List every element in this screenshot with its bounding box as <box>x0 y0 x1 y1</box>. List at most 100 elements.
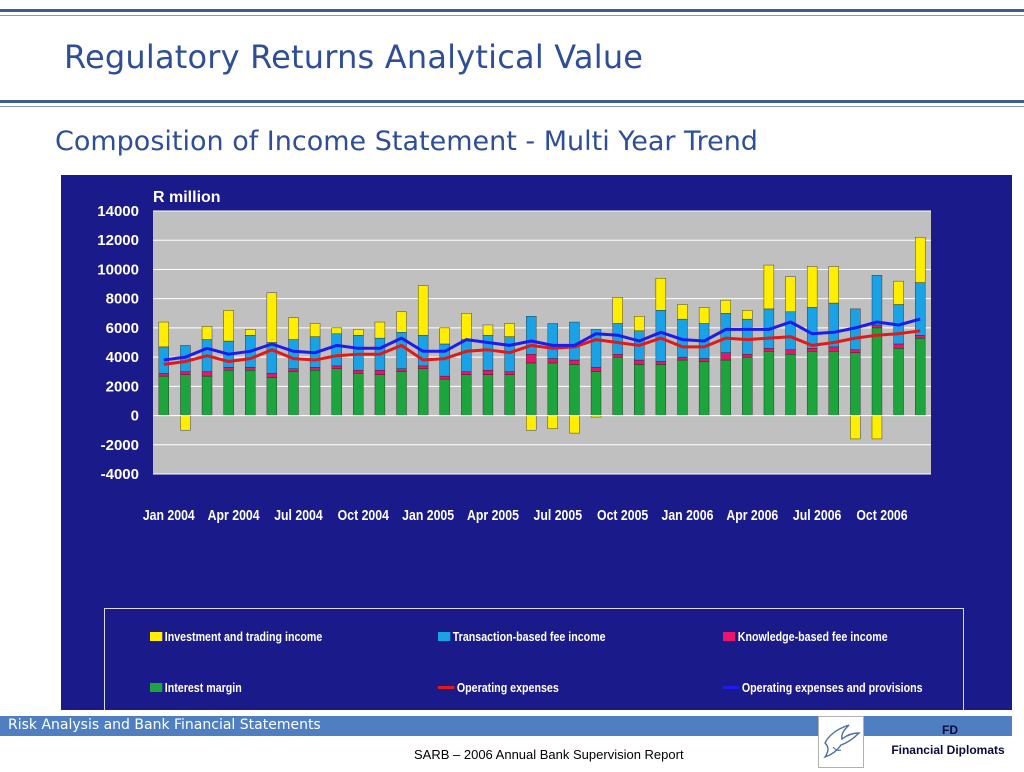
legend-label-knowledge: Knowledge-based fee income <box>737 629 888 644</box>
bar-segment <box>482 374 494 416</box>
bar-segment <box>396 368 407 372</box>
bar-segment <box>201 371 213 377</box>
legend-label-interest: Interest margin <box>164 680 242 695</box>
bar-segment <box>504 371 515 375</box>
bar-segment <box>439 375 450 380</box>
bar-segment <box>785 353 796 416</box>
legend-label-investment: Investment and trading income <box>164 629 323 644</box>
slide-subtitle: Composition of Income Statement - Multi … <box>55 126 758 157</box>
legend-label-transaction: Transaction-based fee income <box>452 629 606 644</box>
title-rule-1 <box>0 100 1024 103</box>
x-tick-label: Oct 2006 <box>856 507 908 523</box>
bar-segment <box>655 361 667 365</box>
bar-segment <box>417 365 429 369</box>
bar-segment <box>785 311 796 351</box>
title-rule-2 <box>0 106 1024 107</box>
y-tick-label: 8000 <box>106 291 139 308</box>
legend-swatch-knowledge <box>723 632 736 641</box>
bar-segment <box>677 356 688 361</box>
bar-segment <box>482 370 494 375</box>
bar-segment <box>374 370 386 375</box>
bar-segment <box>439 327 450 345</box>
source-citation: SARB – 2006 Annual Bank Supervision Repo… <box>414 747 684 762</box>
bar-segment <box>806 348 818 352</box>
legend-interest-margin: Interest margin <box>150 680 242 695</box>
bar-segment <box>180 371 191 375</box>
bar-segment <box>612 353 623 358</box>
bar-segment <box>288 317 299 340</box>
bar-segment <box>482 324 494 336</box>
legend-label-opex-provisions: Operating expenses and provisions <box>741 680 923 695</box>
bar-segment <box>763 348 775 352</box>
bar-segment <box>698 307 710 324</box>
bar-segment <box>526 362 537 416</box>
footer-bar: Risk Analysis and Bank Financial Stateme… <box>0 716 1012 736</box>
y-tick-label: 2000 <box>106 378 139 395</box>
bar-segment <box>245 370 256 416</box>
bar-segment <box>612 356 623 416</box>
y-unit-label: R million <box>153 189 221 206</box>
bar-segment <box>828 346 839 352</box>
legend-investment-trading: Investment and trading income <box>150 629 322 644</box>
bar-segment <box>569 321 580 361</box>
bar-segment <box>720 359 731 416</box>
y-tick-label: 14000 <box>97 203 139 220</box>
bar-segment <box>828 266 839 304</box>
bar-segment <box>331 368 342 416</box>
bar-segment <box>634 364 645 416</box>
bar-segment <box>417 285 429 336</box>
bar-segment <box>547 415 558 429</box>
bar-segment <box>288 371 299 416</box>
series-line <box>163 329 921 366</box>
bar-segment <box>396 311 407 333</box>
y-tick-label: 4000 <box>106 349 139 366</box>
bar-segment <box>288 339 299 369</box>
x-tick-label: Jul 2005 <box>534 507 583 523</box>
x-tick-label: Jan 2005 <box>402 507 454 523</box>
bar-segment <box>266 377 278 416</box>
x-tick-label: Apr 2004 <box>208 507 260 523</box>
bar-segment <box>309 323 321 337</box>
bar-segment <box>742 356 753 416</box>
bar-segment <box>374 321 386 339</box>
legend-swatch-transaction <box>438 632 451 641</box>
bar-segment <box>331 365 342 369</box>
x-tick-label: Oct 2004 <box>338 507 390 523</box>
bar-segment <box>720 352 731 361</box>
y-tick-label: 0 <box>131 408 139 425</box>
series-line <box>163 317 921 362</box>
bar-segment <box>590 367 602 372</box>
bar-segment <box>742 310 753 320</box>
x-tick-label: Apr 2005 <box>467 507 519 523</box>
chart-legend: Investment and trading income Transactio… <box>104 608 964 710</box>
y-tick-label: -4000 <box>101 466 139 483</box>
bar-segment <box>742 353 753 358</box>
bar-segment <box>353 370 364 374</box>
bar-segment <box>461 313 472 340</box>
y-tick-label: 10000 <box>97 261 139 278</box>
bar-segment <box>353 329 364 336</box>
bar-segment <box>742 318 753 355</box>
bar-segment <box>850 352 861 416</box>
bar-segment <box>526 415 537 431</box>
bar-segment <box>180 374 191 416</box>
bar-segment <box>634 359 645 365</box>
bar-segment <box>526 315 537 355</box>
bar-segment <box>223 370 234 416</box>
bar-segment <box>893 348 904 416</box>
bar-segment <box>504 374 515 416</box>
footer-course-title: Risk Analysis and Bank Financial Stateme… <box>8 717 321 733</box>
bar-segment <box>158 372 169 377</box>
bar-segment <box>266 372 278 378</box>
bar-segment <box>288 368 299 372</box>
y-tick-label: 6000 <box>106 320 139 337</box>
bar-segment <box>806 351 818 416</box>
legend-line-opex <box>438 686 455 689</box>
bar-segment <box>223 367 234 371</box>
bar-segment <box>309 367 321 371</box>
bar-segment <box>893 280 904 305</box>
bar-segment <box>634 315 645 332</box>
bar-segment <box>806 307 818 349</box>
x-tick-label: Jul 2006 <box>793 507 842 523</box>
bar-segment <box>590 329 602 368</box>
